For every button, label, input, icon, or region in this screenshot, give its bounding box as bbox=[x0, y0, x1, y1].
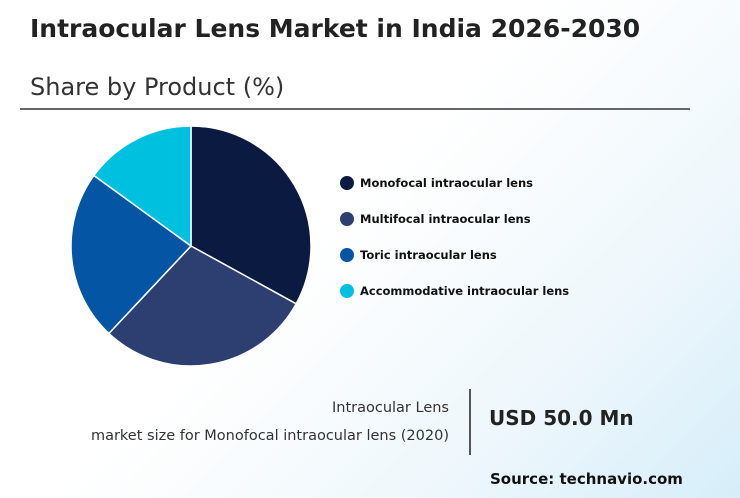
title-divider bbox=[20, 108, 690, 110]
legend-swatch bbox=[340, 284, 354, 298]
legend-item: Toric intraocular lens bbox=[340, 246, 569, 264]
legend-item: Accommodative intraocular lens bbox=[340, 282, 569, 300]
pie-slice bbox=[92, 125, 192, 248]
market-size-sublabel: market size for Monofocal intraocular le… bbox=[90, 428, 449, 444]
legend-label: Accommodative intraocular lens bbox=[360, 284, 570, 298]
legend-swatch bbox=[340, 248, 354, 262]
legend-item: Monofocal intraocular lens bbox=[340, 174, 569, 192]
pie-slice bbox=[190, 125, 312, 305]
market-size-divider bbox=[469, 389, 471, 455]
chart-legend: Monofocal intraocular lens Multifocal in… bbox=[340, 174, 569, 318]
market-size-value: USD 50.0 Mn bbox=[489, 406, 634, 430]
legend-item: Multifocal intraocular lens bbox=[340, 210, 569, 228]
legend-swatch bbox=[340, 212, 354, 226]
legend-label: Monofocal intraocular lens bbox=[360, 176, 533, 190]
pie-chart bbox=[70, 125, 312, 367]
chart-title: Intraocular Lens Market in India 2026-20… bbox=[30, 14, 641, 43]
source-credit: Source: technavio.com bbox=[490, 470, 683, 488]
pie-slice bbox=[107, 245, 298, 367]
pie-slice bbox=[70, 174, 193, 335]
market-size-label: Intraocular Lens bbox=[331, 400, 449, 416]
legend-label: Multifocal intraocular lens bbox=[360, 212, 531, 226]
legend-label: Toric intraocular lens bbox=[360, 248, 497, 262]
chart-subtitle: Share by Product (%) bbox=[30, 73, 285, 101]
legend-swatch bbox=[340, 176, 354, 190]
